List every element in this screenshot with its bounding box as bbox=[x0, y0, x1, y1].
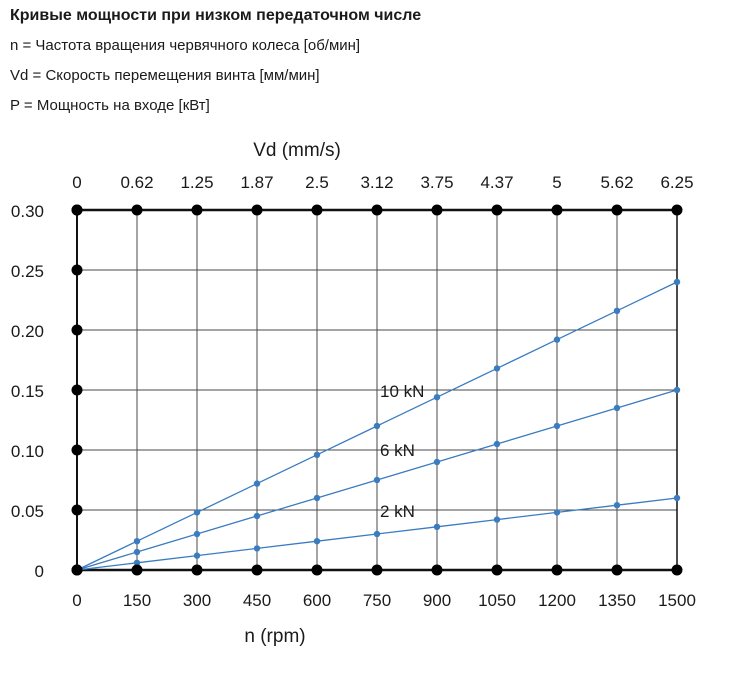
data-point bbox=[613, 502, 621, 509]
bottom-axis-marker bbox=[251, 564, 263, 576]
data-point bbox=[253, 545, 261, 552]
bottom-axis-marker bbox=[671, 564, 683, 576]
bottom-axis-marker bbox=[431, 564, 443, 576]
data-point bbox=[133, 559, 141, 566]
x-tick-label: 1050 bbox=[478, 591, 516, 610]
data-point bbox=[313, 494, 321, 502]
x-tick-label: 1350 bbox=[598, 591, 636, 610]
bottom-axis-marker bbox=[371, 564, 383, 576]
y-tick-label: 0.10 bbox=[11, 442, 44, 461]
data-point bbox=[433, 458, 441, 466]
left-axis-marker bbox=[71, 264, 83, 276]
x2-tick-label: 6.25 bbox=[660, 173, 693, 192]
series-label: 10 kN bbox=[380, 382, 424, 401]
data-point bbox=[373, 530, 381, 538]
y-tick-label: 0.15 bbox=[11, 382, 44, 401]
left-axis-marker bbox=[71, 204, 83, 216]
x2-tick-label: 1.87 bbox=[240, 173, 273, 192]
data-point bbox=[673, 494, 681, 502]
x-tick-label: 750 bbox=[363, 591, 391, 610]
y-tick-label: 0.20 bbox=[11, 322, 44, 341]
x2-tick-label: 1.25 bbox=[180, 173, 213, 192]
series-label: 2 kN bbox=[380, 502, 415, 521]
top-axis-marker bbox=[671, 204, 683, 216]
bottom-axis-marker bbox=[311, 564, 323, 576]
data-point bbox=[133, 548, 141, 556]
top-axis-marker bbox=[491, 204, 503, 216]
top-axis-marker bbox=[431, 204, 443, 216]
legend-line-vd: Vd = Скорость перемещения винта [мм/мин] bbox=[10, 67, 320, 84]
data-point bbox=[493, 516, 501, 523]
left-axis-marker bbox=[71, 444, 83, 456]
left-axis-marker bbox=[71, 564, 83, 576]
top-axis-marker bbox=[371, 204, 383, 216]
x2-tick-label: 2.5 bbox=[305, 173, 329, 192]
x2-tick-label: 4.37 bbox=[480, 173, 513, 192]
top-axis-marker bbox=[311, 204, 323, 216]
y-tick-label: 0 bbox=[35, 562, 44, 581]
x2-tick-label: 3.75 bbox=[420, 173, 453, 192]
x-tick-label: 300 bbox=[183, 591, 211, 610]
data-point bbox=[553, 422, 561, 430]
y-tick-label: 0.05 bbox=[11, 502, 44, 521]
x2-tick-label: 5 bbox=[552, 173, 561, 192]
data-point bbox=[613, 404, 621, 412]
data-point bbox=[313, 451, 321, 458]
x2-tick-label: 0.62 bbox=[120, 173, 153, 192]
series-label: 6 kN bbox=[380, 441, 415, 460]
data-point bbox=[673, 386, 681, 394]
data-point bbox=[673, 278, 681, 286]
data-point bbox=[553, 509, 561, 516]
y-tick-label: 0.30 bbox=[11, 202, 44, 221]
top-axis-marker bbox=[191, 204, 203, 216]
legend-line-p: P = Мощность на входе [кВт] bbox=[10, 97, 210, 114]
x-tick-label: 1500 bbox=[658, 591, 696, 610]
data-point bbox=[193, 552, 201, 559]
x-tick-label: 450 bbox=[243, 591, 271, 610]
bottom-axis-marker bbox=[611, 564, 623, 576]
data-point bbox=[493, 365, 501, 372]
data-point bbox=[253, 480, 261, 487]
x2-tick-label: 0 bbox=[72, 173, 81, 192]
data-point bbox=[373, 476, 381, 484]
x2-tick-label: 3.12 bbox=[360, 173, 393, 192]
top-axis-marker bbox=[251, 204, 263, 216]
chart-title: Кривые мощности при низком передаточном … bbox=[10, 7, 422, 24]
left-axis-marker bbox=[71, 324, 83, 336]
data-point bbox=[313, 538, 321, 545]
x-tick-label: 1200 bbox=[538, 591, 576, 610]
data-point bbox=[613, 307, 621, 314]
data-point bbox=[553, 336, 561, 343]
bottom-axis-marker bbox=[191, 564, 203, 576]
data-point bbox=[493, 440, 501, 448]
chart-header: Кривые мощности при низком передаточном … bbox=[10, 6, 421, 126]
x-tick-label: 0 bbox=[72, 591, 81, 610]
data-point bbox=[253, 512, 261, 520]
data-point bbox=[193, 530, 201, 538]
bottom-axis-marker bbox=[551, 564, 563, 576]
data-point bbox=[433, 394, 441, 401]
data-point bbox=[193, 509, 201, 516]
data-point bbox=[133, 538, 141, 545]
left-axis-marker bbox=[71, 504, 83, 516]
x2-tick-label: 5.62 bbox=[600, 173, 633, 192]
top-axis-marker bbox=[131, 204, 143, 216]
top-axis-marker bbox=[551, 204, 563, 216]
data-point bbox=[433, 523, 441, 530]
bottom-axis-marker bbox=[491, 564, 503, 576]
x-tick-label: 600 bbox=[303, 591, 331, 610]
bottom-axis-marker bbox=[131, 564, 143, 576]
legend-line-n: n = Частота вращения червячного колеса [… bbox=[10, 37, 361, 54]
x2-axis-title: Vd (mm/s) bbox=[253, 140, 341, 161]
left-axis-marker bbox=[71, 384, 83, 396]
x-tick-label: 900 bbox=[423, 591, 451, 610]
x-axis-title: n (rpm) bbox=[244, 626, 305, 647]
data-point bbox=[373, 422, 381, 430]
y-tick-label: 0.25 bbox=[11, 262, 44, 281]
x-tick-label: 150 bbox=[123, 591, 151, 610]
top-axis-marker bbox=[611, 204, 623, 216]
